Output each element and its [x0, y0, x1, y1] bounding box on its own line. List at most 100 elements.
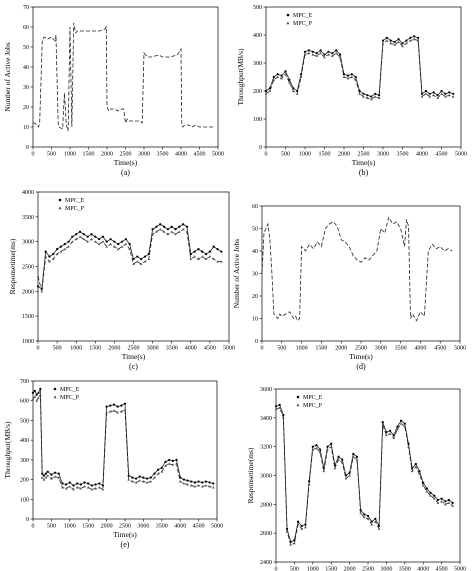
data-point [147, 257, 151, 261]
data-point [101, 235, 105, 238]
data-point [171, 459, 174, 462]
x-tick-label: 3500 [166, 346, 178, 352]
x-tick-label: 2000 [344, 567, 356, 571]
x-tick-label: 2500 [120, 152, 132, 158]
series-line [261, 216, 453, 322]
data-point [149, 476, 152, 479]
x-tick-label: 4500 [436, 567, 448, 571]
data-point [74, 237, 78, 241]
data-point [315, 54, 318, 57]
data-point [35, 399, 38, 402]
x-tick-label: 3000 [377, 152, 389, 158]
x-tick-label: 0 [32, 524, 35, 530]
data-point [82, 237, 86, 241]
data-point [197, 484, 200, 487]
data-point [51, 257, 55, 261]
data-point [101, 488, 105, 491]
data-point [409, 39, 412, 42]
data-point [344, 476, 348, 480]
data-point [331, 52, 334, 55]
data-point [393, 43, 396, 46]
data-point [42, 478, 46, 481]
series-line [37, 223, 222, 290]
x-tick-label: 3000 [137, 524, 149, 530]
data-point [170, 230, 173, 233]
x-tick-label: 2000 [335, 346, 347, 352]
data-point [71, 235, 74, 238]
data-point [326, 445, 329, 448]
x-tick-label: 4500 [204, 346, 216, 352]
data-point [109, 404, 112, 407]
data-point [311, 445, 314, 448]
data-point [401, 44, 404, 48]
x-tick-label: 3500 [157, 152, 169, 158]
y-tick-label: 2800 [260, 502, 272, 508]
data-point [151, 232, 154, 236]
data-point [392, 436, 396, 440]
data-point [330, 442, 333, 445]
y-axis-label: Number of Active Jobs [232, 239, 241, 308]
data-point [432, 93, 435, 97]
data-point [355, 455, 359, 458]
data-point [337, 455, 340, 458]
data-point [72, 488, 75, 491]
data-point [216, 248, 219, 251]
data-point [428, 92, 431, 95]
y-axis-label: Throughput(MB/s) [3, 421, 12, 479]
data-point [359, 511, 362, 514]
data-point [425, 487, 428, 490]
data-point [105, 245, 109, 248]
data-point [370, 98, 373, 101]
data-point [108, 410, 112, 413]
data-point [407, 445, 410, 448]
data-point [315, 444, 318, 447]
data-point [170, 225, 173, 228]
data-point [340, 461, 344, 464]
data-point [138, 475, 141, 478]
x-tick-label: 3000 [147, 346, 159, 352]
x-tick-label: 4500 [434, 346, 446, 352]
x-tick-label: 1000 [296, 346, 308, 352]
data-point [448, 91, 451, 94]
legend-label: MPC_P [60, 395, 80, 401]
x-tick-label: 1500 [82, 524, 94, 530]
data-point [396, 425, 399, 428]
data-point [220, 250, 223, 253]
data-point [128, 247, 131, 251]
data-point [443, 502, 447, 506]
panel-caption: (c) [129, 362, 138, 371]
data-point [112, 409, 116, 412]
data-point [105, 405, 108, 408]
data-point [134, 481, 138, 484]
data-point [436, 501, 440, 504]
data-point [409, 36, 412, 39]
data-point [59, 245, 63, 248]
data-point [451, 501, 454, 504]
x-tick-label: 5000 [454, 567, 466, 571]
data-point [123, 408, 127, 411]
data-point [193, 485, 197, 488]
data-point [68, 485, 72, 488]
y-tick-label: 2000 [22, 289, 34, 295]
chart-f: 0 500 1000 1500 2000 2500 3000 3500 4000 4500 5000… [246, 387, 466, 571]
data-point [174, 232, 177, 236]
panel-caption: (e) [121, 540, 130, 549]
data-point [366, 517, 370, 520]
data-point [190, 480, 193, 483]
data-point [53, 475, 57, 478]
data-point [374, 517, 377, 520]
data-point [127, 478, 130, 481]
x-tick-label: 2000 [101, 524, 113, 530]
data-point [319, 49, 322, 52]
data-point [57, 476, 61, 479]
data-point [272, 75, 275, 79]
data-point [61, 482, 64, 485]
data-point [410, 469, 414, 473]
y-tick-label: 30 [252, 272, 258, 278]
data-point [113, 240, 116, 243]
data-point [52, 252, 55, 256]
y-tick-label: 500 [253, 5, 262, 11]
y-tick-label: 3200 [260, 445, 272, 451]
data-point [136, 260, 139, 263]
